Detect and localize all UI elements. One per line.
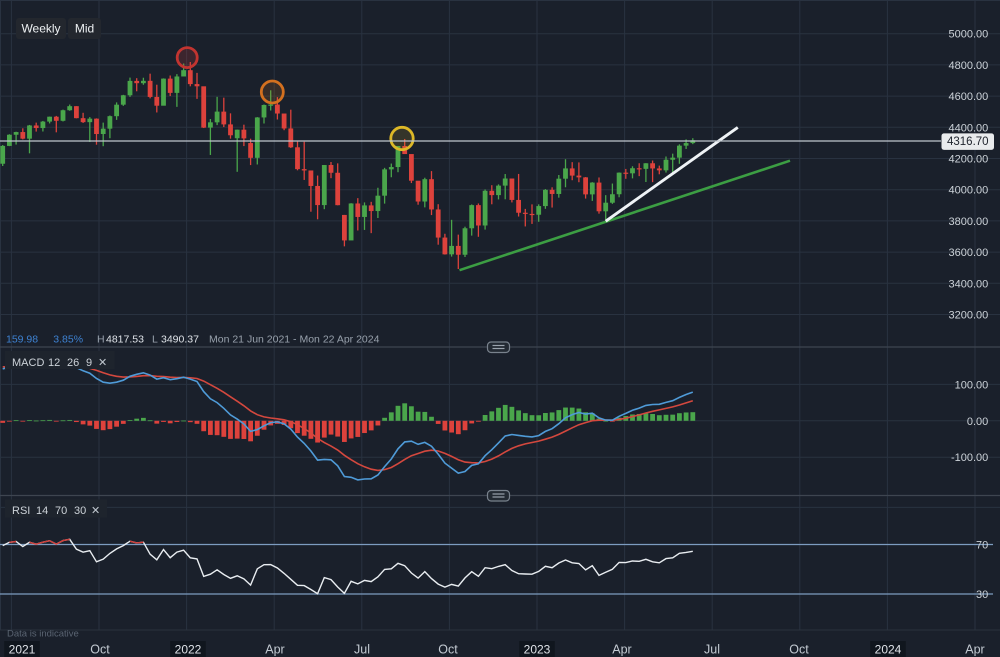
svg-text:4817.53: 4817.53 bbox=[106, 334, 144, 346]
svg-text:4316.70: 4316.70 bbox=[947, 136, 989, 148]
svg-text:3400.00: 3400.00 bbox=[949, 278, 989, 290]
svg-text:✕: ✕ bbox=[98, 357, 107, 369]
svg-text:3.85%: 3.85% bbox=[53, 334, 83, 346]
svg-text:L: L bbox=[152, 334, 158, 346]
svg-text:3200.00: 3200.00 bbox=[949, 310, 989, 322]
svg-text:Data is indicative: Data is indicative bbox=[7, 629, 79, 640]
svg-text:MACD: MACD bbox=[12, 357, 44, 369]
svg-text:70: 70 bbox=[55, 505, 67, 517]
svg-text:-100.00: -100.00 bbox=[951, 452, 988, 464]
svg-text:26: 26 bbox=[67, 357, 79, 369]
svg-text:Jul: Jul bbox=[704, 643, 720, 657]
svg-text:9: 9 bbox=[86, 357, 92, 369]
svg-text:3490.37: 3490.37 bbox=[161, 334, 199, 346]
svg-text:✕: ✕ bbox=[91, 505, 100, 517]
svg-text:0.00: 0.00 bbox=[967, 416, 988, 428]
svg-text:Apr: Apr bbox=[965, 643, 984, 657]
svg-text:2023: 2023 bbox=[524, 643, 551, 657]
svg-text:14: 14 bbox=[36, 505, 48, 517]
svg-text:Mon 21 Jun 2021 - Mon 22 Apr 2: Mon 21 Jun 2021 - Mon 22 Apr 2024 bbox=[209, 334, 380, 346]
svg-text:Weekly: Weekly bbox=[21, 22, 60, 36]
svg-text:3600.00: 3600.00 bbox=[949, 247, 989, 259]
svg-text:30: 30 bbox=[74, 505, 86, 517]
svg-text:Oct: Oct bbox=[438, 643, 458, 657]
svg-text:Oct: Oct bbox=[90, 643, 110, 657]
svg-text:159.98: 159.98 bbox=[6, 334, 38, 346]
svg-text:2024: 2024 bbox=[875, 643, 902, 657]
svg-text:70: 70 bbox=[976, 540, 988, 552]
svg-text:Jul: Jul bbox=[354, 643, 370, 657]
svg-text:4000.00: 4000.00 bbox=[949, 185, 989, 197]
svg-text:4400.00: 4400.00 bbox=[949, 122, 989, 134]
svg-text:100.00: 100.00 bbox=[955, 379, 989, 391]
svg-text:2022: 2022 bbox=[175, 643, 202, 657]
svg-text:4200.00: 4200.00 bbox=[949, 154, 989, 166]
svg-text:3800.00: 3800.00 bbox=[949, 216, 989, 228]
svg-text:30: 30 bbox=[976, 589, 988, 601]
svg-text:Oct: Oct bbox=[789, 643, 809, 657]
svg-text:2021: 2021 bbox=[9, 643, 36, 657]
svg-text:Apr: Apr bbox=[265, 643, 284, 657]
svg-text:H: H bbox=[97, 334, 105, 346]
svg-text:4600.00: 4600.00 bbox=[949, 91, 989, 103]
svg-text:12: 12 bbox=[48, 357, 60, 369]
svg-text:4800.00: 4800.00 bbox=[949, 60, 989, 72]
svg-text:RSI: RSI bbox=[12, 505, 30, 517]
svg-text:Apr: Apr bbox=[612, 643, 631, 657]
svg-text:5000.00: 5000.00 bbox=[949, 29, 989, 41]
svg-text:Mid: Mid bbox=[75, 22, 94, 36]
